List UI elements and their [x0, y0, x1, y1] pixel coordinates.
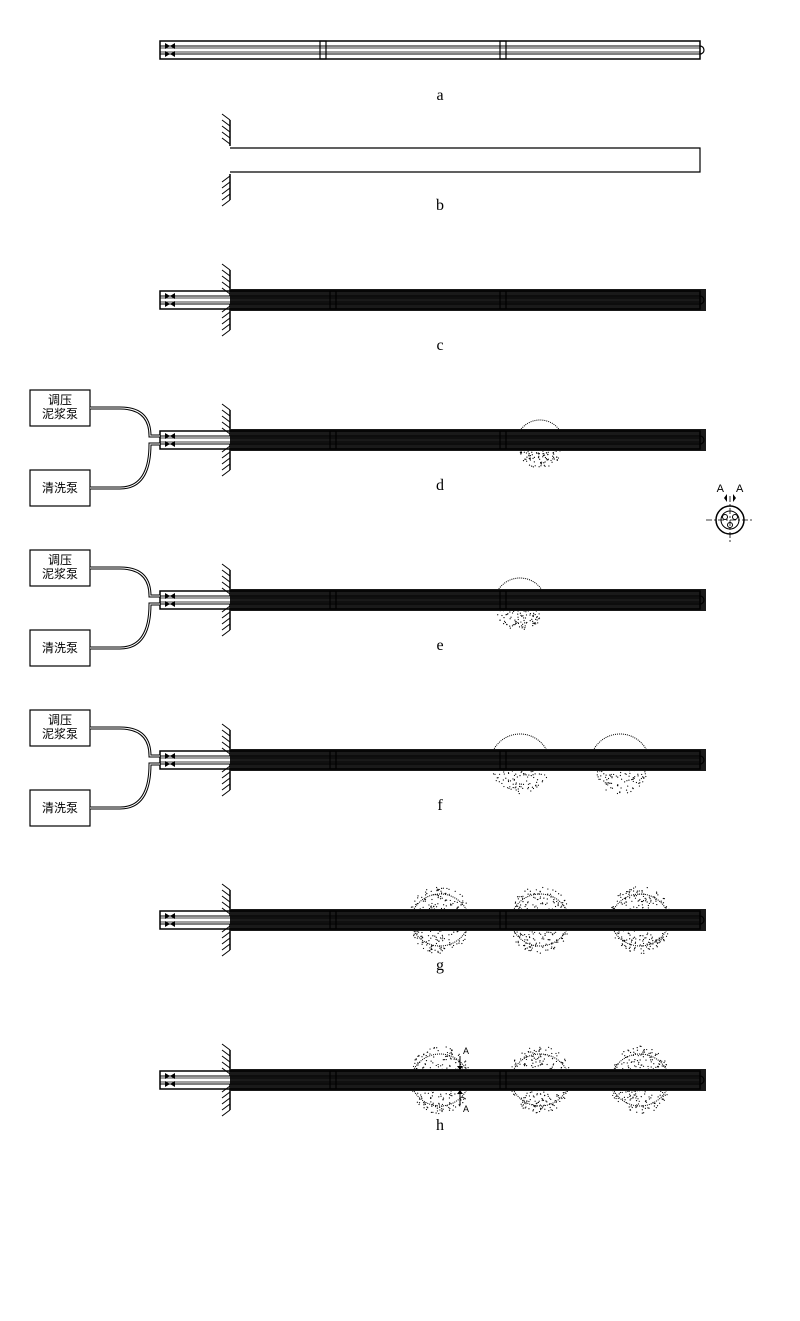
svg-text:调压: 调压 [48, 393, 72, 407]
svg-text:清洗泵: 清洗泵 [42, 641, 78, 655]
svg-text:清洗泵: 清洗泵 [42, 801, 78, 815]
svg-text:泥浆泵: 泥浆泵 [42, 566, 78, 581]
diagram-root: abc调压泥浆泵清洗泵d调压泥浆泵清洗泵e调压泥浆泵清洗泵fgAAhAA [20, 20, 780, 1300]
svg-text:A: A [463, 1046, 469, 1056]
panel-label: h [436, 1117, 444, 1134]
panel-label: c [436, 337, 443, 354]
svg-text:调压: 调压 [48, 553, 72, 567]
panel-g: g [160, 884, 706, 974]
svg-text:调压: 调压 [48, 713, 72, 727]
panel-b: b [222, 114, 700, 214]
panel-c: c [160, 264, 706, 354]
panel-label: b [436, 197, 444, 214]
svg-text:泥浆泵: 泥浆泵 [42, 406, 78, 421]
panel-label: g [436, 957, 444, 974]
panel-h: A Ah [160, 1044, 706, 1134]
svg-text:A: A [463, 1104, 469, 1114]
panel-label: f [437, 797, 443, 814]
panel-e: 调压泥浆泵清洗泵 e [30, 550, 706, 666]
svg-text:A: A [736, 483, 744, 495]
svg-text:A: A [717, 483, 725, 495]
panel-f: 调压泥浆泵清洗泵 f [30, 710, 706, 826]
panel-label: e [436, 637, 443, 654]
panel-label: d [436, 477, 444, 494]
svg-text:清洗泵: 清洗泵 [42, 481, 78, 495]
panel-label: a [436, 87, 443, 104]
panel-d: 调压泥浆泵清洗泵 d [30, 390, 706, 506]
panel-a: a [160, 41, 704, 104]
svg-text:泥浆泵: 泥浆泵 [42, 726, 78, 741]
section-view: AA [706, 482, 754, 544]
